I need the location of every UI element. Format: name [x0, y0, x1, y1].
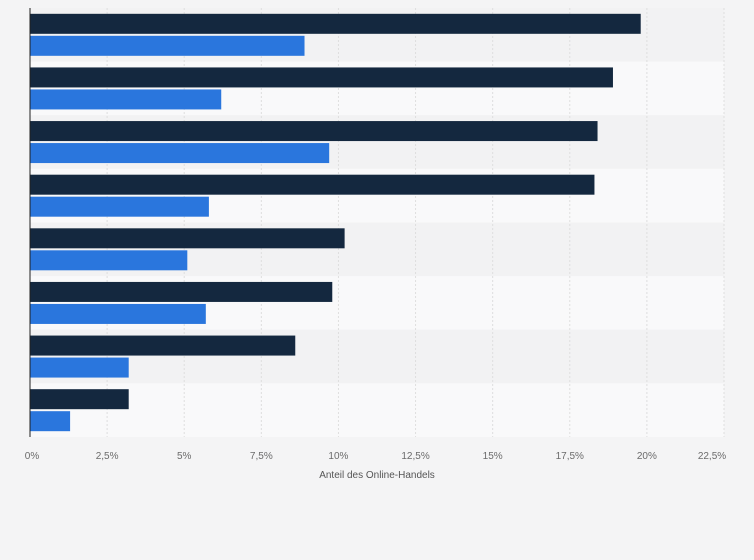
- bar-blue: [30, 196, 209, 217]
- x-tick-label: 20%: [637, 451, 657, 462]
- bar-dark: [30, 121, 598, 142]
- x-tick-label: 12,5%: [401, 451, 429, 462]
- x-tick-label: 7,5%: [250, 451, 273, 462]
- x-tick-label: 22,5%: [698, 451, 726, 462]
- bar-dark: [30, 281, 333, 302]
- bar-dark: [30, 67, 613, 88]
- bar-dark: [30, 13, 641, 34]
- bar-dark: [30, 389, 129, 410]
- x-tick-label: 5%: [177, 451, 192, 462]
- bar-blue: [30, 357, 129, 378]
- x-tick-labels: 0% 2,5% 5% 7,5% 10% 12,5% 15% 17,5% 20% 22,5%: [25, 451, 727, 462]
- bar-blue: [30, 303, 206, 324]
- x-tick-label: 17,5%: [556, 451, 584, 462]
- x-tick-label: 10%: [328, 451, 348, 462]
- x-axis-title: Anteil des Online-Handels: [319, 470, 435, 481]
- x-tick-label: 15%: [483, 451, 503, 462]
- bar-dark: [30, 228, 345, 249]
- bar-blue: [30, 143, 330, 164]
- bar-blue: [30, 89, 222, 110]
- bars: [30, 13, 641, 432]
- bar-dark: [30, 174, 595, 195]
- x-tick-label: 2,5%: [96, 451, 119, 462]
- x-tick-label: 0%: [25, 451, 40, 462]
- bar-blue: [30, 35, 305, 56]
- bar-blue: [30, 411, 71, 432]
- bar-blue: [30, 250, 188, 271]
- row-band: [30, 383, 724, 437]
- bar-dark: [30, 335, 296, 356]
